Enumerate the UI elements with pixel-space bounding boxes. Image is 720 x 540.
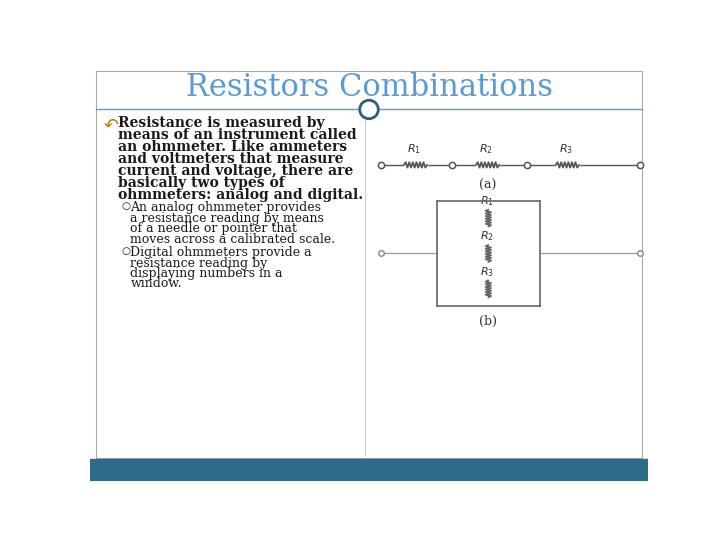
Text: an ohmmeter. Like ammeters: an ohmmeter. Like ammeters: [118, 140, 347, 154]
Circle shape: [359, 99, 379, 119]
Text: ohmmeters: analog and digital.: ohmmeters: analog and digital.: [118, 188, 363, 202]
Text: ○: ○: [121, 201, 130, 212]
Text: An analog ohmmeter provides: An analog ohmmeter provides: [130, 201, 321, 214]
Text: a resistance reading by means: a resistance reading by means: [130, 212, 324, 225]
Text: of a needle or pointer that: of a needle or pointer that: [130, 222, 297, 235]
Text: Resistors Combinations: Resistors Combinations: [186, 72, 552, 103]
Text: $R_1$: $R_1$: [407, 143, 421, 157]
Text: current and voltage, there are: current and voltage, there are: [118, 164, 353, 178]
Text: $R_2$: $R_2$: [479, 143, 493, 157]
Text: basically two types of: basically two types of: [118, 176, 284, 190]
Text: means of an instrument called: means of an instrument called: [118, 129, 356, 143]
Text: $R_3$: $R_3$: [480, 265, 494, 279]
Text: $R_3$: $R_3$: [559, 143, 573, 157]
Circle shape: [363, 103, 375, 116]
Text: Resistance is measured by: Resistance is measured by: [118, 117, 325, 130]
Text: moves across a calibrated scale.: moves across a calibrated scale.: [130, 233, 336, 246]
Text: window.: window.: [130, 278, 181, 291]
Text: resistance reading by: resistance reading by: [130, 256, 268, 269]
Text: ↶: ↶: [104, 117, 119, 134]
Bar: [90, 459, 648, 481]
Text: (b): (b): [480, 315, 498, 328]
Text: ○: ○: [121, 246, 130, 256]
Text: displaying numbers in a: displaying numbers in a: [130, 267, 283, 280]
Text: $R_2$: $R_2$: [480, 230, 494, 244]
Text: $R_1$: $R_1$: [480, 194, 494, 208]
Text: (a): (a): [479, 179, 496, 192]
Text: Digital ohmmeters provide a: Digital ohmmeters provide a: [130, 246, 312, 259]
Text: and voltmeters that measure: and voltmeters that measure: [118, 152, 343, 166]
